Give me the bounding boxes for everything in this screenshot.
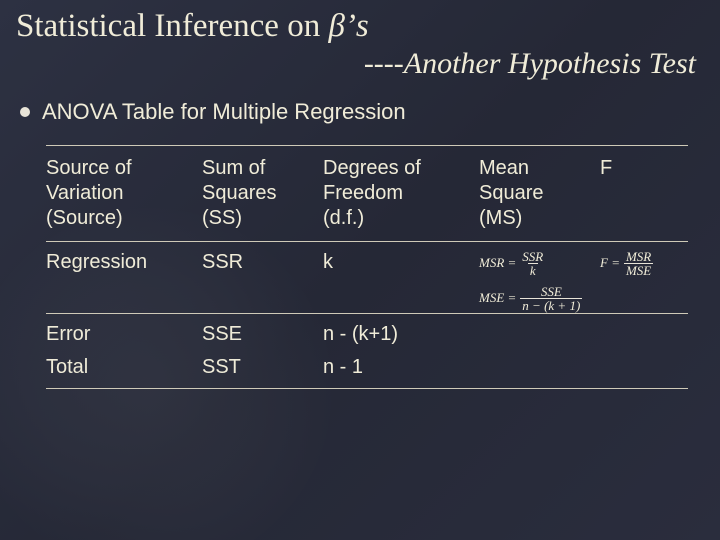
cell-ss: SST: [202, 355, 317, 380]
col-ss-header: Sum of Squares (SS): [202, 156, 317, 231]
bullet-icon: [20, 107, 30, 117]
cell-df: n - (k+1): [323, 322, 473, 347]
col-ms-header: Mean Square (MS): [479, 156, 594, 231]
cell-source: Regression: [46, 250, 196, 275]
bullet-text: ANOVA Table for Multiple Regression: [42, 99, 406, 125]
table-row-error: Error SSE n - (k+1): [46, 318, 688, 351]
anova-table: Source of Variation (Source) Sum of Squa…: [46, 145, 688, 389]
table-rule: [46, 313, 688, 314]
cell-source: Total: [46, 355, 196, 380]
cell-ss: SSR: [202, 250, 317, 275]
cell-df: n - 1: [323, 355, 473, 380]
table-row-total: Total SST n - 1: [46, 351, 688, 384]
cell-f-equation: F = MSR MSE: [600, 250, 700, 277]
title-prefix: Statistical Inference on: [16, 8, 328, 44]
table-rule: [46, 145, 688, 146]
col-source-header: Source of Variation (Source): [46, 156, 196, 231]
cell-df: k: [323, 250, 473, 275]
equation-msr: MSR = SSR k: [479, 250, 594, 277]
table-spacer: MSE = SSE n − (k + 1): [46, 281, 688, 309]
table-row-regression: Regression SSR k MSR = SSR k F = MSR MSE: [46, 246, 688, 281]
cell-source: Error: [46, 322, 196, 347]
slide-subtitle: ----Another Hypothesis Test: [16, 47, 704, 81]
cell-ms-equations: MSR = SSR k: [479, 250, 594, 277]
equation-f: F = MSR MSE: [600, 250, 700, 277]
table-rule: [46, 388, 688, 389]
col-f-header: F: [600, 156, 700, 181]
cell-ss: SSE: [202, 322, 317, 347]
table-header-row: Source of Variation (Source) Sum of Squa…: [46, 150, 688, 237]
equation-mse: MSE = SSE n − (k + 1): [479, 285, 594, 312]
col-df-header: Degrees of Freedom (d.f.): [323, 156, 473, 231]
bullet-item: ANOVA Table for Multiple Regression: [20, 99, 704, 125]
table-rule: [46, 241, 688, 242]
title-symbol: β’s: [328, 8, 368, 44]
slide-title: Statistical Inference on β’s: [16, 8, 704, 45]
